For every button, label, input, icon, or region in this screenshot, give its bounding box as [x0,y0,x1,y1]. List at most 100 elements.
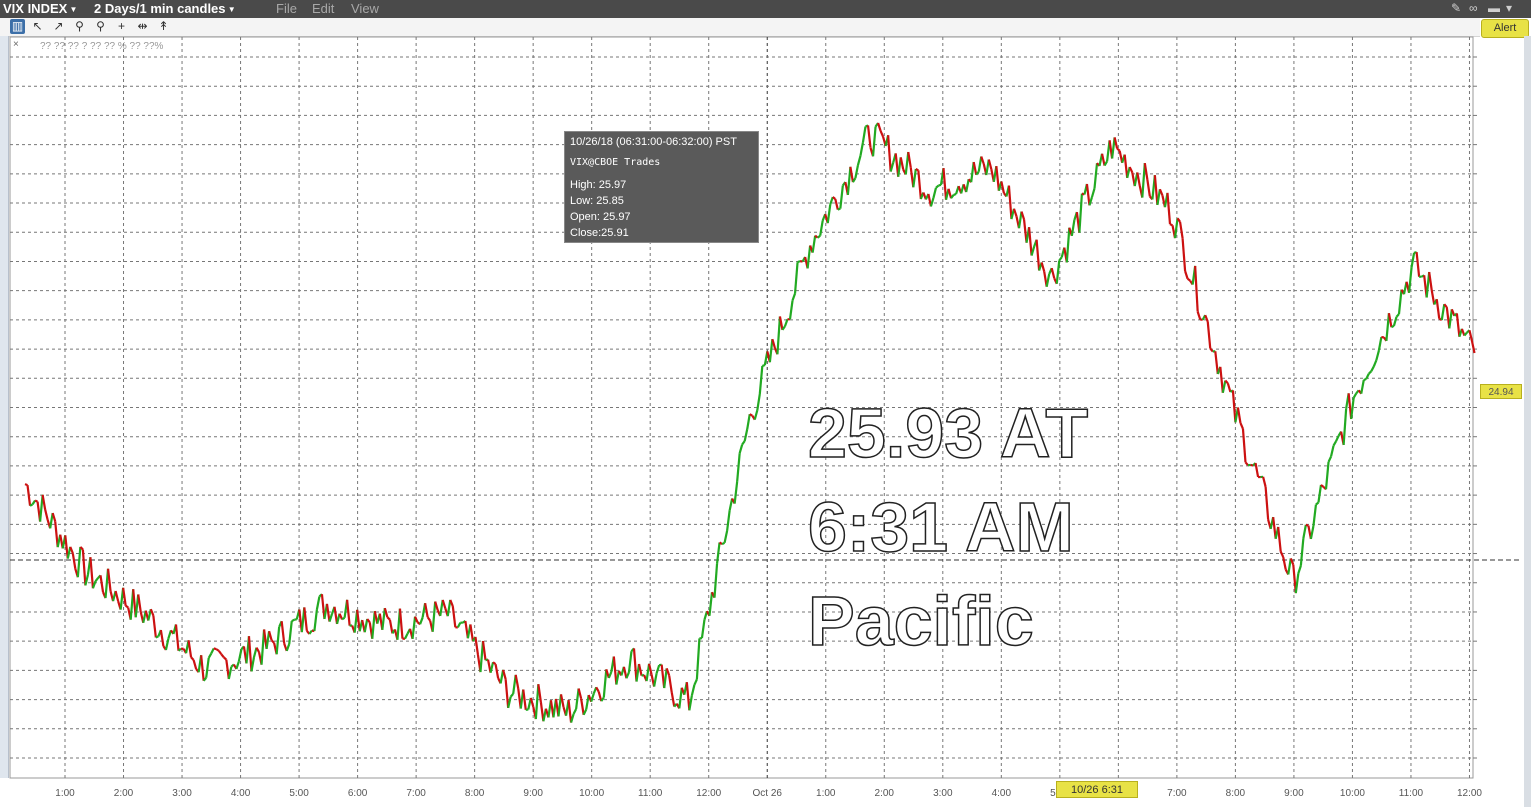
candle [788,300,794,320]
link-icon[interactable]: ∞ [1469,1,1478,15]
candle [738,444,744,454]
minimize-icon[interactable]: ▬ [1488,1,1500,15]
candle [793,262,799,294]
x-tick-label: 10:00 [1340,788,1365,799]
candle [749,413,753,417]
period-dropdown[interactable]: 2 Days/1 min candles ▼ [94,1,236,16]
candle [31,499,36,506]
candle [607,671,613,679]
right-scroll-strip[interactable] [1524,36,1531,807]
candle [854,164,860,179]
candle [1315,501,1320,506]
candle [713,563,719,598]
candle [1007,185,1013,220]
menu-view[interactable]: View [351,1,379,16]
candle [1055,260,1061,284]
candle [363,618,369,633]
window-menu-icon[interactable]: ▾ [1506,1,1513,15]
candle [1320,484,1325,488]
candle [1100,153,1106,166]
candle [1440,304,1446,321]
candle [690,684,696,696]
candle [1335,435,1340,442]
candle [693,678,698,686]
candle [585,694,590,710]
candle [1294,573,1300,594]
close-legend-icon[interactable]: × [13,39,19,50]
candle [91,580,97,589]
candle [270,639,275,644]
candle [313,609,319,632]
cursor-icon[interactable]: ↖ [32,19,43,33]
candle [602,669,608,698]
candle [386,616,391,621]
menu-file[interactable]: File [276,1,297,16]
candle [776,316,782,355]
candle [1017,211,1023,229]
symbol-dropdown[interactable]: VIX INDEX ▼ [3,1,77,16]
candle [451,606,457,628]
candle [972,161,978,175]
candle [907,151,912,168]
candle [746,414,751,430]
candle [164,638,170,651]
candle [723,530,729,544]
candle [492,661,497,666]
candle [1329,445,1335,457]
candle [753,409,759,420]
x-tick-label: 7:00 [1167,788,1187,799]
candle [481,640,487,661]
overlay-price-text: 25.93 AT [807,394,1089,472]
candle [743,428,749,442]
candle [398,608,404,639]
candle [632,648,638,682]
candle [1312,504,1318,527]
candle [783,318,789,327]
candle [1204,314,1209,322]
candle [559,694,565,708]
candle [210,647,215,655]
candle [761,364,766,368]
crosshair-icon[interactable]: + [117,19,125,33]
wrench-icon[interactable]: ✎ [1451,1,1462,15]
candle [781,325,786,331]
candle [1443,303,1448,308]
menu-edit[interactable]: Edit [312,1,335,16]
left-scroll-strip[interactable] [0,36,9,778]
candle [315,596,321,610]
candle [695,638,701,680]
candle [200,655,205,681]
candle [977,156,983,172]
candle [1287,558,1292,575]
candle [938,183,942,187]
draw-icon[interactable]: ↗ [53,19,64,33]
candle [708,592,714,616]
overlay-time-text: 6:31 AM [807,488,1074,566]
candle [94,577,99,582]
x-tick-label: 3:00 [933,788,953,799]
x-tick-label: 12:00 [696,788,721,799]
pan-icon[interactable]: ⇹ [137,19,148,33]
x-tick-label: 8:00 [465,788,485,799]
candle [1166,192,1172,225]
candle [947,188,953,199]
candle [1277,526,1282,552]
chart-type-icon[interactable]: ▥ [10,19,25,34]
candle [580,698,585,715]
candle [426,616,432,622]
zoom-out-icon[interactable]: ⚲ [96,19,105,33]
candle [929,197,935,207]
alert-button[interactable]: Alert [1481,19,1529,38]
candle [718,541,723,546]
candle [66,546,72,559]
candle [439,599,444,617]
annotation-icon[interactable]: ↟ [158,19,169,33]
candle [829,196,834,205]
zoom-in-icon[interactable]: ⚲ [75,19,84,33]
candle [572,708,578,715]
x-tick-label: 1:00 [55,788,75,799]
candle [1143,162,1149,180]
candle [441,599,447,609]
candle [1169,223,1173,227]
